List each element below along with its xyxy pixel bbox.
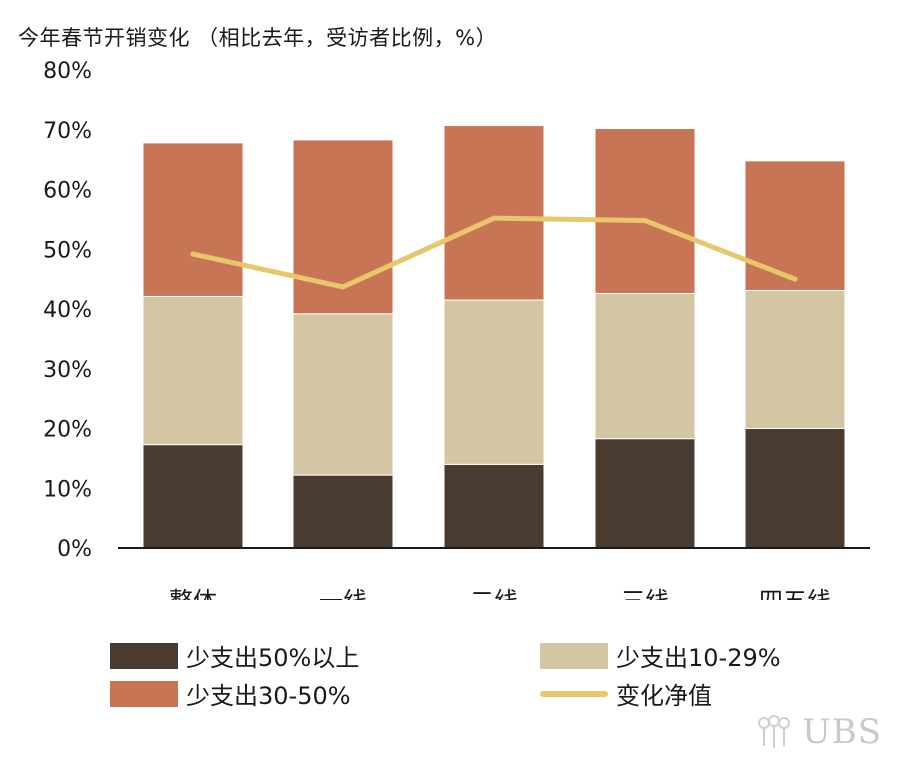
- bar-segment: [443, 299, 545, 465]
- ubs-wordmark: UBS: [802, 712, 882, 752]
- y-tick-label: 0%: [57, 537, 92, 562]
- bar-segment: [443, 125, 545, 301]
- y-tick-label: 80%: [43, 59, 92, 84]
- ubs-watermark: UBS: [754, 712, 882, 752]
- chart-canvas: 0% 10% 20% 30% 40% 50% 60% 70% 80% 整体 一线 二线 三线 四五线: [43, 59, 870, 600]
- legend-item-over-50: 少支出50%以上: [110, 638, 359, 673]
- net-change-point: [340, 284, 346, 290]
- bar-segment: [142, 142, 244, 297]
- y-tick-label: 60%: [43, 179, 92, 204]
- legend-item-10-29: 少支出10-29%: [540, 638, 781, 673]
- legend-label-over-50: 少支出50%以上: [186, 644, 360, 672]
- chart-title: 今年春节开销变化 （相比去年，受访者比例，%）: [18, 26, 498, 50]
- net-change-point: [642, 218, 648, 224]
- bar-segment: [594, 292, 696, 440]
- ubs-keys-logo-icon: [758, 715, 791, 748]
- x-category-label: 整体: [169, 587, 217, 600]
- bar-segment: [142, 444, 244, 549]
- x-category-label: 四五线: [759, 587, 831, 600]
- bar-segment: [292, 313, 394, 476]
- y-tick-label: 40%: [43, 298, 92, 323]
- bar-segment: [744, 428, 846, 549]
- legend-swatch-dark: [110, 642, 178, 669]
- legend-swatch-terracotta: [110, 680, 178, 707]
- legend-swatch-beige: [540, 642, 608, 669]
- y-tick-label: 50%: [43, 238, 92, 263]
- bar-segment: [744, 160, 846, 291]
- x-category-label: 三线: [621, 587, 669, 600]
- bar-segment: [292, 474, 394, 549]
- y-tick-label: 70%: [43, 119, 92, 144]
- y-tick-label: 20%: [43, 418, 92, 443]
- net-change-point: [190, 251, 196, 257]
- legend-item-net-change: 变化净值: [540, 676, 712, 711]
- y-tick-label: 10%: [43, 477, 92, 502]
- x-category-label: 一线: [319, 587, 367, 600]
- legend-label-net-change: 变化净值: [616, 682, 712, 710]
- x-category-label: 二线: [470, 587, 518, 600]
- bar-segment: [443, 463, 545, 549]
- legend-swatch-line: [540, 690, 608, 697]
- legend-label-30-50: 少支出30-50%: [186, 682, 351, 710]
- bar-segment: [142, 295, 244, 446]
- bar-segment: [594, 438, 696, 549]
- legend-label-10-29: 少支出10-29%: [616, 644, 781, 672]
- y-tick-label: 30%: [43, 358, 92, 383]
- bar-segment: [744, 289, 846, 430]
- bar-segment: [594, 128, 696, 294]
- net-change-point: [491, 215, 497, 221]
- net-change-point: [792, 276, 798, 282]
- legend-item-30-50: 少支出30-50%: [110, 676, 351, 711]
